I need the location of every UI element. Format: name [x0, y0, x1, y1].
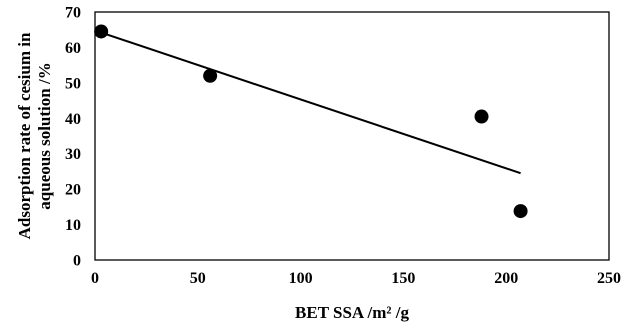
data-point [203, 68, 218, 83]
y-tick-label: 70 [65, 5, 81, 22]
y-axis-title-line-2: aqueous solution /% [35, 62, 54, 209]
trendline-group [100, 31, 521, 175]
data-point [94, 24, 109, 39]
x-axis-title: BET SSA /m² /g [295, 303, 409, 322]
y-tick-label: 40 [65, 111, 81, 128]
plot-area-frame [94, 11, 610, 261]
data-point [474, 109, 489, 124]
y-tick-label: 10 [65, 217, 81, 234]
data-point [513, 204, 528, 219]
y-tick-label: 60 [65, 40, 81, 57]
y-tick-label: 20 [65, 182, 81, 199]
x-tick-label: 100 [289, 270, 313, 287]
y-axis-title: Adsorption rate of cesium in aqueous sol… [15, 32, 54, 239]
trendline [100, 31, 521, 175]
y-axis-title-line-1: Adsorption rate of cesium in [15, 32, 34, 239]
x-tick-label: 50 [190, 270, 206, 287]
y-tick-label: 30 [65, 146, 81, 163]
x-tick-label: 0 [91, 270, 99, 287]
y-tick-label: 50 [65, 75, 81, 92]
y-axis-ticks: 0 10 20 30 40 50 60 70 [65, 5, 81, 270]
x-axis-ticks: 0 50 100 150 200 250 [91, 270, 621, 287]
data-points [94, 24, 528, 219]
x-tick-label: 200 [494, 270, 518, 287]
x-tick-label: 250 [597, 270, 621, 287]
x-tick-label: 150 [391, 270, 415, 287]
y-tick-label: 0 [73, 253, 81, 270]
